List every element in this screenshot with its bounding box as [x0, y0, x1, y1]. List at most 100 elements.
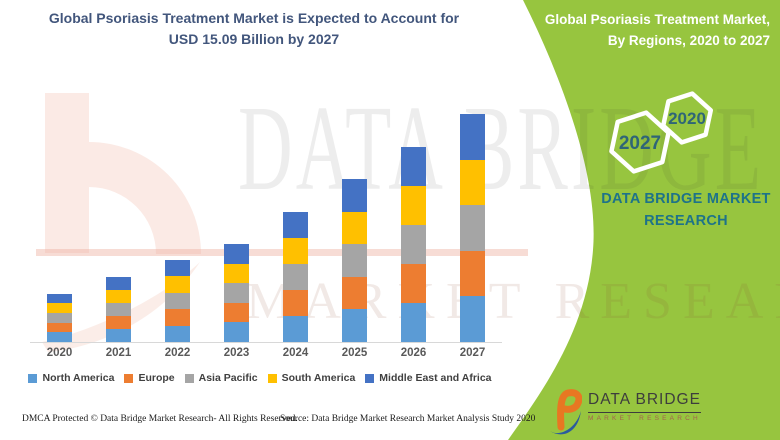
- bar-segment-europe: [342, 276, 367, 310]
- footer-source-text: Source: Data Bridge Market Research Mark…: [280, 414, 536, 424]
- bar-segment-middle-east-and-africa: [106, 277, 131, 290]
- bar-segment-middle-east-and-africa: [165, 259, 190, 276]
- chart-title-line1: Global Psoriasis Treatment Market is Exp…: [48, 10, 460, 26]
- stacked-bar-2027: [460, 114, 485, 342]
- legend-item-south-america: South America: [267, 372, 356, 384]
- dbmr-logo-name: DATA BRIDGE: [588, 391, 701, 413]
- bar-segment-europe: [224, 302, 249, 323]
- bar-segment-south-america: [47, 303, 72, 313]
- dbmr-logo-subtitle: MARKET RESEARCH: [588, 415, 701, 422]
- x-axis-label-2025: 2025: [341, 347, 368, 359]
- legend-swatch-icon: [267, 373, 277, 383]
- bar-segment-asia-pacific: [401, 225, 426, 264]
- bar-segment-south-america: [283, 238, 308, 264]
- legend-swatch-icon: [365, 373, 375, 383]
- bar-segment-middle-east-and-africa: [47, 293, 72, 304]
- bar-segment-europe: [283, 290, 308, 316]
- legend-swatch-icon: [184, 373, 194, 383]
- bar-segment-south-america: [224, 263, 249, 284]
- hexagon-2027-label: 2027: [619, 133, 661, 154]
- x-axis-label-2022: 2022: [164, 347, 191, 359]
- x-axis-label-2024: 2024: [282, 347, 309, 359]
- plot-area: [30, 100, 502, 343]
- bar-segment-asia-pacific: [165, 292, 190, 309]
- side-panel-title-line1: Global Psoriasis Treatment Market,: [544, 12, 770, 27]
- x-axis-label-2023: 2023: [223, 347, 250, 359]
- stacked-bar-2024: [283, 212, 308, 342]
- hexagon-2020-icon: [660, 91, 714, 145]
- bar-segment-north-america: [342, 309, 367, 342]
- hexagon-badges: 2020 2027: [609, 91, 714, 174]
- legend-item-asia-pacific: Asia Pacific: [184, 372, 258, 384]
- bar-segment-south-america: [460, 159, 485, 206]
- bar-segment-south-america: [401, 186, 426, 225]
- stacked-bar-2026: [401, 147, 426, 342]
- bar-slot-2026: [384, 100, 443, 342]
- bar-segment-europe: [106, 316, 131, 329]
- x-axis-label-2021: 2021: [105, 347, 132, 359]
- legend-label: North America: [42, 372, 115, 384]
- chart-title: Global Psoriasis Treatment Market is Exp…: [0, 8, 508, 50]
- bar-segment-south-america: [106, 290, 131, 303]
- legend-item-north-america: North America: [28, 372, 114, 384]
- bar-segment-middle-east-and-africa: [401, 147, 426, 186]
- bar-segment-asia-pacific: [460, 205, 485, 251]
- bar-segment-middle-east-and-africa: [460, 114, 485, 160]
- x-axis-label-2026: 2026: [400, 347, 427, 359]
- stacked-bar-2022: [165, 259, 190, 342]
- bar-segment-europe: [165, 309, 190, 326]
- x-axis-labels: 2020 2021 2022 2023 2024 2025 2026 2027: [30, 347, 502, 359]
- bar-segment-asia-pacific: [283, 264, 308, 290]
- stacked-bar-2021: [106, 277, 131, 342]
- bar-segment-south-america: [165, 276, 190, 293]
- legend-item-europe: Europe: [124, 372, 175, 384]
- legend-item-middle-east-and-africa: Middle East and Africa: [365, 372, 492, 384]
- legend-label: South America: [281, 372, 356, 384]
- hexagon-2020-label: 2020: [668, 109, 706, 128]
- stacked-bar-2023: [224, 244, 249, 342]
- x-axis-label-2027: 2027: [459, 347, 486, 359]
- side-panel-brand-name: DATA BRIDGE MARKET RESEARCH: [601, 191, 771, 229]
- bar-segment-middle-east-and-africa: [342, 179, 367, 212]
- bar-segment-north-america: [460, 296, 485, 342]
- chart-title-line2: USD 15.09 Billion by 2027: [168, 31, 340, 47]
- legend: North America Europe Asia Pacific South Ame…: [4, 372, 516, 384]
- bar-slot-2020: [30, 100, 89, 342]
- bar-segment-asia-pacific: [342, 244, 367, 277]
- bar-segment-north-america: [165, 325, 190, 342]
- bar-slot-2022: [148, 100, 207, 342]
- legend-swatch-icon: [28, 373, 38, 383]
- stacked-bar-2025: [342, 179, 367, 342]
- legend-label: Middle East and Africa: [379, 372, 492, 384]
- x-axis-label-2020: 2020: [46, 347, 73, 359]
- side-panel-title: Global Psoriasis Treatment Market, By Re…: [502, 9, 770, 51]
- bar-segment-north-america: [224, 322, 249, 342]
- bar-segment-europe: [47, 322, 72, 333]
- bar-slot-2023: [207, 100, 266, 342]
- bar-slot-2025: [325, 100, 384, 342]
- dbmr-logo-icon: [550, 389, 582, 435]
- bar-segment-north-america: [47, 332, 72, 342]
- bar-segment-middle-east-and-africa: [224, 244, 249, 264]
- bar-slot-2024: [266, 100, 325, 342]
- legend-label: Europe: [138, 372, 175, 384]
- bar-slot-2027: [443, 100, 502, 342]
- bar-segment-europe: [460, 250, 485, 297]
- dbmr-logo-text: DATA BRIDGE MARKET RESEARCH: [588, 385, 701, 422]
- bar-segment-asia-pacific: [47, 312, 72, 323]
- bar-segment-europe: [401, 264, 426, 303]
- bar-segment-asia-pacific: [106, 303, 131, 316]
- bar-segment-north-america: [283, 316, 308, 342]
- bar-segment-middle-east-and-africa: [283, 212, 308, 238]
- legend-swatch-icon: [124, 373, 134, 383]
- bar-slot-2021: [89, 100, 148, 342]
- bar-segment-south-america: [342, 211, 367, 245]
- side-panel-title-line2: By Regions, 2020 to 2027: [607, 33, 770, 48]
- bar-segment-asia-pacific: [224, 283, 249, 303]
- dbmr-logo: DATA BRIDGE MARKET RESEARCH: [548, 385, 701, 439]
- legend-label: Asia Pacific: [198, 372, 258, 384]
- footer-dmca-text: DMCA Protected © Data Bridge Market Rese…: [22, 414, 298, 424]
- bar-segment-north-america: [401, 303, 426, 342]
- bar-segment-north-america: [106, 329, 131, 342]
